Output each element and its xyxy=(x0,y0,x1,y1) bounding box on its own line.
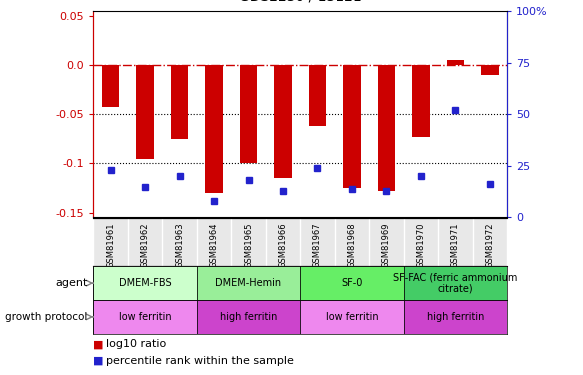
Bar xyxy=(93,300,196,334)
Bar xyxy=(300,300,403,334)
Bar xyxy=(300,266,403,300)
Text: GSM81961: GSM81961 xyxy=(106,222,115,268)
Bar xyxy=(412,65,430,137)
Text: GDS2230 / 13121: GDS2230 / 13121 xyxy=(239,0,361,4)
Text: GSM81970: GSM81970 xyxy=(416,222,426,268)
Text: SF-FAC (ferric ammonium
citrate): SF-FAC (ferric ammonium citrate) xyxy=(394,272,518,294)
Bar xyxy=(403,300,507,334)
Bar xyxy=(447,60,464,65)
Bar xyxy=(136,65,154,159)
Text: GSM81972: GSM81972 xyxy=(486,222,494,268)
Text: SF-0: SF-0 xyxy=(341,278,363,288)
Bar xyxy=(403,266,507,300)
Bar xyxy=(275,65,292,178)
Bar xyxy=(378,65,395,191)
Text: agent: agent xyxy=(55,278,87,288)
Text: ■: ■ xyxy=(93,339,107,349)
Text: GSM81964: GSM81964 xyxy=(209,222,219,268)
Text: low ferritin: low ferritin xyxy=(326,312,378,322)
Text: log10 ratio: log10 ratio xyxy=(106,339,166,349)
Text: ■: ■ xyxy=(93,356,107,366)
Bar xyxy=(196,266,300,300)
Text: percentile rank within the sample: percentile rank within the sample xyxy=(106,356,294,366)
Bar xyxy=(240,65,257,164)
Text: low ferritin: low ferritin xyxy=(119,312,171,322)
Bar xyxy=(482,65,498,75)
Text: GSM81962: GSM81962 xyxy=(141,222,149,268)
Bar xyxy=(343,65,361,188)
Bar xyxy=(171,65,188,139)
Text: growth protocol: growth protocol xyxy=(5,312,87,322)
Text: GSM81963: GSM81963 xyxy=(175,222,184,268)
Text: GSM81966: GSM81966 xyxy=(279,222,287,268)
Text: GSM81968: GSM81968 xyxy=(347,222,356,268)
Text: DMEM-Hemin: DMEM-Hemin xyxy=(216,278,282,288)
Text: GSM81967: GSM81967 xyxy=(313,222,322,268)
Bar xyxy=(93,266,196,300)
Bar xyxy=(205,65,223,193)
Text: DMEM-FBS: DMEM-FBS xyxy=(119,278,171,288)
Text: high ferritin: high ferritin xyxy=(427,312,484,322)
Bar xyxy=(102,65,119,106)
Bar xyxy=(196,300,300,334)
Text: GSM81965: GSM81965 xyxy=(244,222,253,268)
Text: high ferritin: high ferritin xyxy=(220,312,277,322)
Text: GSM81969: GSM81969 xyxy=(382,222,391,268)
Text: GSM81971: GSM81971 xyxy=(451,222,460,268)
Bar xyxy=(309,65,326,126)
